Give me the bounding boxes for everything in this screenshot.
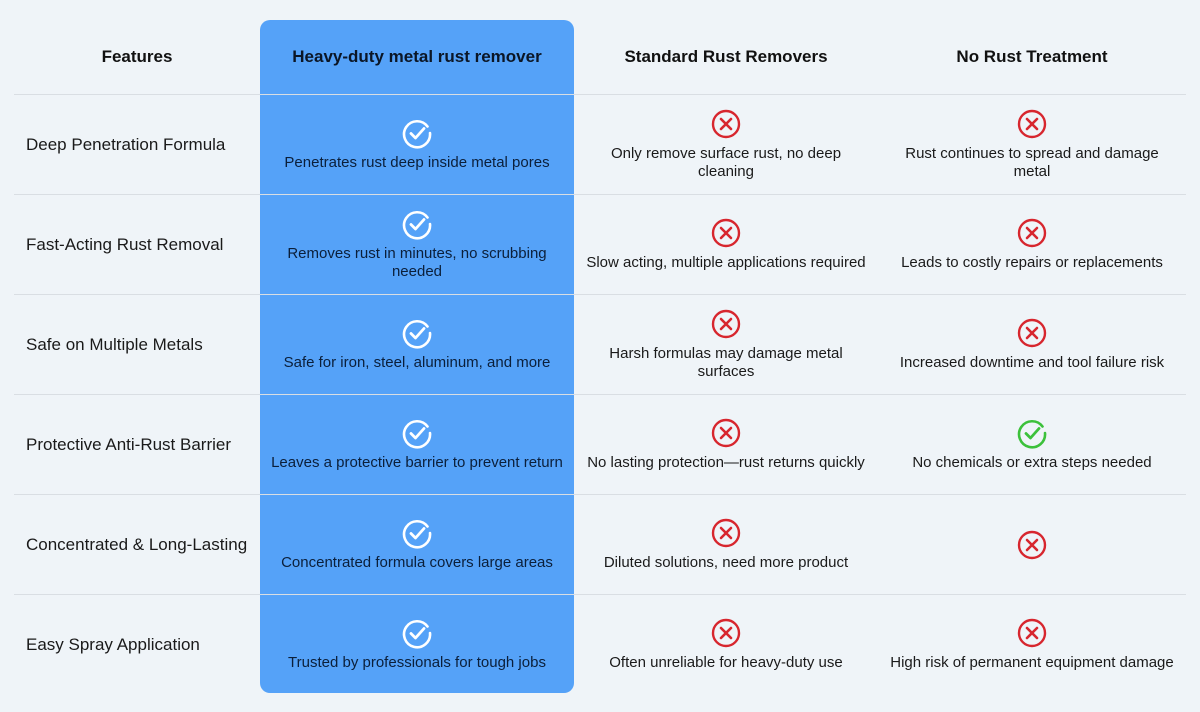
no-treatment-cell-text: Increased downtime and tool failure risk <box>899 354 1165 371</box>
table-row: Fast-Acting Rust Removal Removes rust in … <box>14 194 1186 294</box>
check-icon <box>401 617 433 649</box>
feature-label: Concentrated & Long-Lasting <box>26 534 248 554</box>
cross-icon <box>1016 529 1048 561</box>
check-green-icon <box>1016 417 1048 449</box>
product-cell-text: Penetrates rust deep inside metal pores <box>284 154 550 171</box>
cross-icon <box>710 517 742 549</box>
standard-cell-text: Slow acting, multiple applications requi… <box>586 254 866 271</box>
standard-cell-text: Harsh formulas may damage metal surfaces <box>609 345 843 380</box>
comparison-table: Features Heavy-duty metal rust remover S… <box>14 20 1186 693</box>
check-icon <box>401 117 433 149</box>
standard-cell-text: No lasting protection—rust returns quick… <box>587 454 865 471</box>
feature-label: Fast-Acting Rust Removal <box>26 234 224 254</box>
standard-cell: No lasting protection—rust returns quick… <box>574 395 878 494</box>
product-cell-text: Safe for iron, steel, aluminum, and more <box>283 354 551 371</box>
no-treatment-cell-text: Leads to costly repairs or replacements <box>901 254 1163 271</box>
no-treatment-cell: Leads to costly repairs or replacements <box>878 195 1186 294</box>
check-icon <box>401 517 433 549</box>
header-standard: Standard Rust Removers <box>624 47 828 66</box>
header-no-treatment: No Rust Treatment <box>956 47 1108 66</box>
product-cell: Trusted by professionals for tough jobs <box>260 595 574 694</box>
product-cell: Penetrates rust deep inside metal pores <box>260 95 574 194</box>
feature-label: Easy Spray Application <box>26 634 200 654</box>
no-treatment-cell: Rust continues to spread and damage meta… <box>878 95 1186 194</box>
standard-cell: Slow acting, multiple applications requi… <box>574 195 878 294</box>
product-cell-text: Leaves a protective barrier to prevent r… <box>271 454 563 471</box>
highlight-column <box>260 20 574 693</box>
product-cell: Concentrated formula covers large areas <box>260 495 574 594</box>
standard-cell: Diluted solutions, need more product <box>574 495 878 594</box>
product-cell-text: Trusted by professionals for tough jobs <box>288 654 546 671</box>
cross-icon <box>710 217 742 249</box>
header-features: Features <box>101 47 173 66</box>
feature-label: Safe on Multiple Metals <box>26 334 203 354</box>
check-icon <box>401 317 433 349</box>
no-treatment-cell: Increased downtime and tool failure risk <box>878 295 1186 394</box>
feature-label: Protective Anti-Rust Barrier <box>26 434 232 454</box>
standard-cell-text: Often unreliable for heavy-duty use <box>609 654 843 671</box>
product-cell: Safe for iron, steel, aluminum, and more <box>260 295 574 394</box>
check-icon <box>401 417 433 449</box>
standard-cell-text: Diluted solutions, need more product <box>603 554 849 571</box>
feature-label: Deep Penetration Formula <box>26 134 226 154</box>
cross-icon <box>710 108 742 140</box>
cross-icon <box>710 617 742 649</box>
product-cell-text: Concentrated formula covers large areas <box>281 554 553 571</box>
no-treatment-cell-text: Rust continues to spread and damage meta… <box>905 145 1159 180</box>
standard-cell: Harsh formulas may damage metal surfaces <box>574 295 878 394</box>
no-treatment-cell: High risk of permanent equipment damage <box>878 595 1186 694</box>
check-icon <box>401 208 433 240</box>
product-cell-text: Removes rust in minutes, no scrubbing ne… <box>287 245 547 280</box>
table-row: Easy Spray Application Trusted by profess… <box>14 594 1186 694</box>
cross-icon <box>710 308 742 340</box>
header-row: Features Heavy-duty metal rust remover S… <box>14 20 1186 94</box>
product-cell: Removes rust in minutes, no scrubbing ne… <box>260 195 574 294</box>
standard-cell-text: Only remove surface rust, no deep cleani… <box>610 145 842 180</box>
cross-icon <box>1016 108 1048 140</box>
table-row: Safe on Multiple Metals Safe for iron, st… <box>14 294 1186 394</box>
cross-icon <box>710 417 742 449</box>
cross-icon <box>1016 617 1048 649</box>
no-treatment-cell-text: No chemicals or extra steps needed <box>912 454 1152 471</box>
product-cell: Leaves a protective barrier to prevent r… <box>260 395 574 494</box>
cross-icon <box>1016 217 1048 249</box>
table-row: Protective Anti-Rust Barrier Leaves a pro… <box>14 394 1186 494</box>
header-product: Heavy-duty metal rust remover <box>292 47 542 66</box>
no-treatment-cell-text: High risk of permanent equipment damage <box>890 654 1174 671</box>
no-treatment-cell: No chemicals or extra steps needed <box>878 395 1186 494</box>
standard-cell: Only remove surface rust, no deep cleani… <box>574 95 878 194</box>
table-row: Deep Penetration Formula Penetrates rust … <box>14 94 1186 194</box>
cross-icon <box>1016 317 1048 349</box>
no-treatment-cell <box>878 495 1186 594</box>
standard-cell: Often unreliable for heavy-duty use <box>574 595 878 694</box>
table-row: Concentrated & Long-Lasting Concentrated … <box>14 494 1186 594</box>
